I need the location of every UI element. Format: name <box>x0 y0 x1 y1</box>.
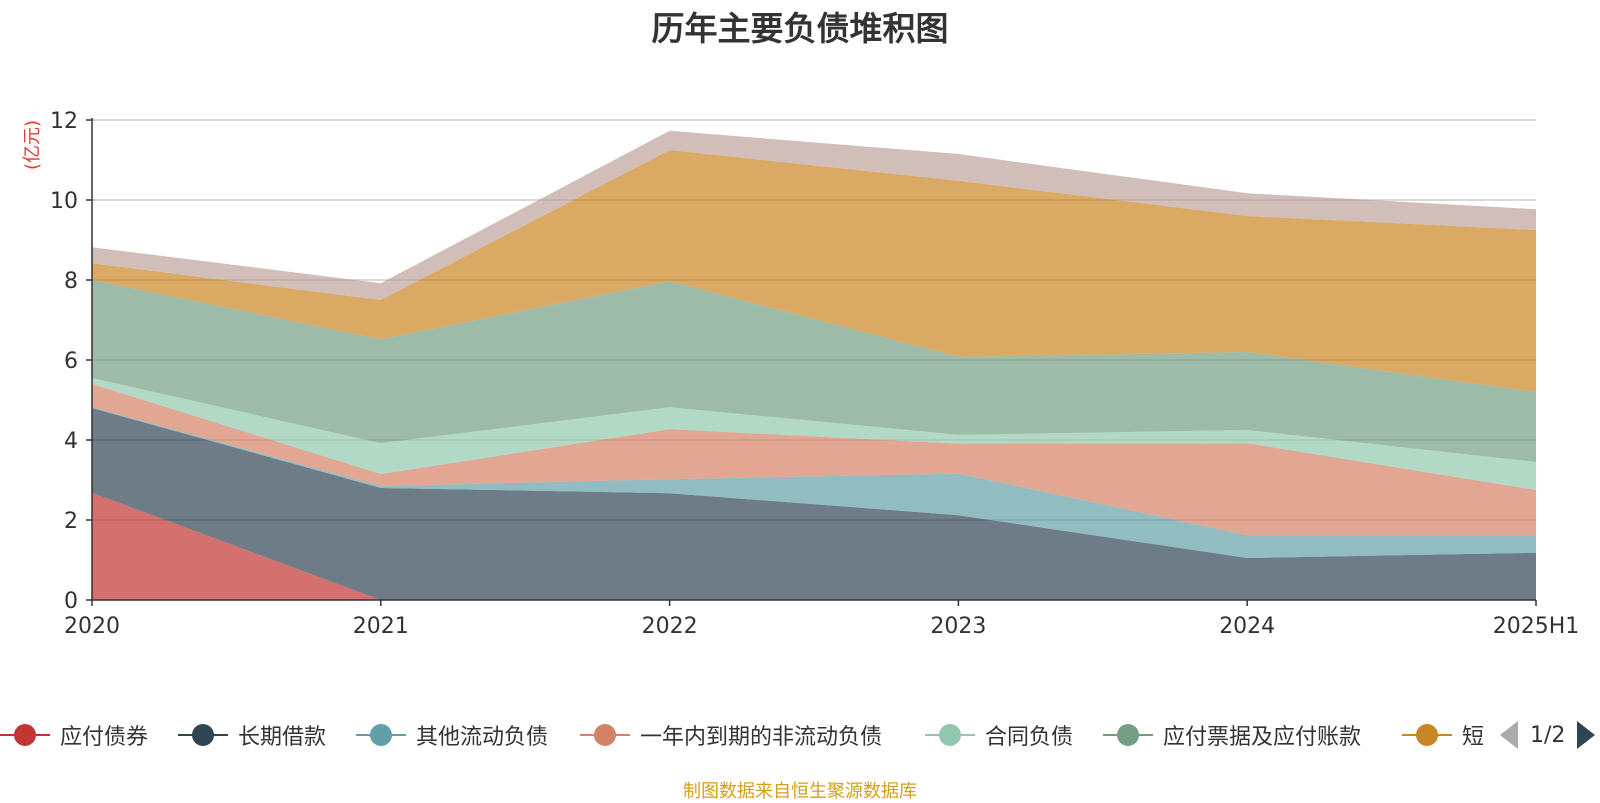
legend-marker-icon <box>925 718 975 752</box>
legend-item-6[interactable]: 短 <box>1402 718 1484 752</box>
legend-label: 一年内到期的非流动负债 <box>640 725 883 750</box>
stacked-area-chart: 0 2 4 6 8 10 12 2020 2021 2022 2023 2024 2025H1 (亿元) <box>22 109 1579 639</box>
legend-prev-page-icon[interactable] <box>1500 721 1518 749</box>
legend-marker-icon <box>356 718 406 752</box>
x-tick-label-2: 2022 <box>642 614 698 639</box>
area-series-2 <box>92 407 1536 558</box>
x-tick-label-1: 2021 <box>353 614 409 639</box>
legend-label: 合同负债 <box>985 725 1074 750</box>
legend-item-3[interactable]: 一年内到期的非流动负债 <box>580 718 882 752</box>
legend-label: 其他流动负债 <box>416 725 549 750</box>
legend-item-5[interactable]: 应付票据及应付账款 <box>1103 718 1361 752</box>
data-source-note: 制图数据来自恒生聚源数据库 <box>683 781 917 802</box>
legend-marker-icon <box>0 718 50 752</box>
legend: 应付债券 长期借款 其他流动负债 一年内到期的非流动负债 合同负债 应付票据及应付账款 短 <box>0 718 1600 752</box>
area-series-0 <box>92 492 1536 600</box>
area-series-5 <box>92 280 1536 462</box>
legend-item-1[interactable]: 长期借款 <box>178 718 326 752</box>
x-tick-label-4: 2024 <box>1219 614 1275 639</box>
legend-label: 短 <box>1462 725 1485 750</box>
y-tick-label-0: 0 <box>64 589 78 614</box>
legend-item-2[interactable]: 其他流动负债 <box>356 718 548 752</box>
legend-item-0[interactable]: 应付债券 <box>0 718 148 752</box>
legend-page-indicator: 1/2 <box>1530 722 1566 748</box>
x-tick-label-5: 2025H1 <box>1493 614 1580 639</box>
y-tick-label-1: 2 <box>64 509 78 534</box>
axes: 0 2 4 6 8 10 12 2020 2021 2022 2023 2024 2025H1 <box>50 109 1579 639</box>
legend-pager: 1/2 <box>1500 718 1596 752</box>
legend-marker-icon <box>580 718 630 752</box>
legend-label: 应付票据及应付账款 <box>1163 725 1362 750</box>
chart-title: 历年主要负债堆积图 <box>651 9 949 48</box>
area-series-7 <box>92 130 1536 300</box>
area-series-1 <box>92 408 1536 600</box>
legend-next-page-icon[interactable] <box>1577 721 1596 749</box>
y-tick-label-6: 12 <box>50 109 78 134</box>
legend-marker-icon <box>1103 718 1153 752</box>
x-tick-label-3: 2023 <box>930 614 986 639</box>
area-series-3 <box>92 384 1536 536</box>
area-series-group <box>92 130 1536 600</box>
legend-label: 应付债券 <box>60 725 149 750</box>
y-tick-label-5: 10 <box>50 189 78 214</box>
legend-marker-icon <box>178 718 228 752</box>
x-tick-label-0: 2020 <box>64 614 120 639</box>
y-tick-label-2: 4 <box>64 429 78 454</box>
area-series-4 <box>92 378 1536 490</box>
legend-marker-icon <box>1402 718 1452 752</box>
y-tick-label-4: 8 <box>64 269 78 294</box>
legend-item-4[interactable]: 合同负债 <box>925 718 1073 752</box>
y-axis-unit-label: (亿元) <box>22 120 43 170</box>
legend-label: 长期借款 <box>238 725 327 750</box>
area-series-6 <box>92 150 1536 392</box>
y-tick-label-3: 6 <box>64 349 78 374</box>
